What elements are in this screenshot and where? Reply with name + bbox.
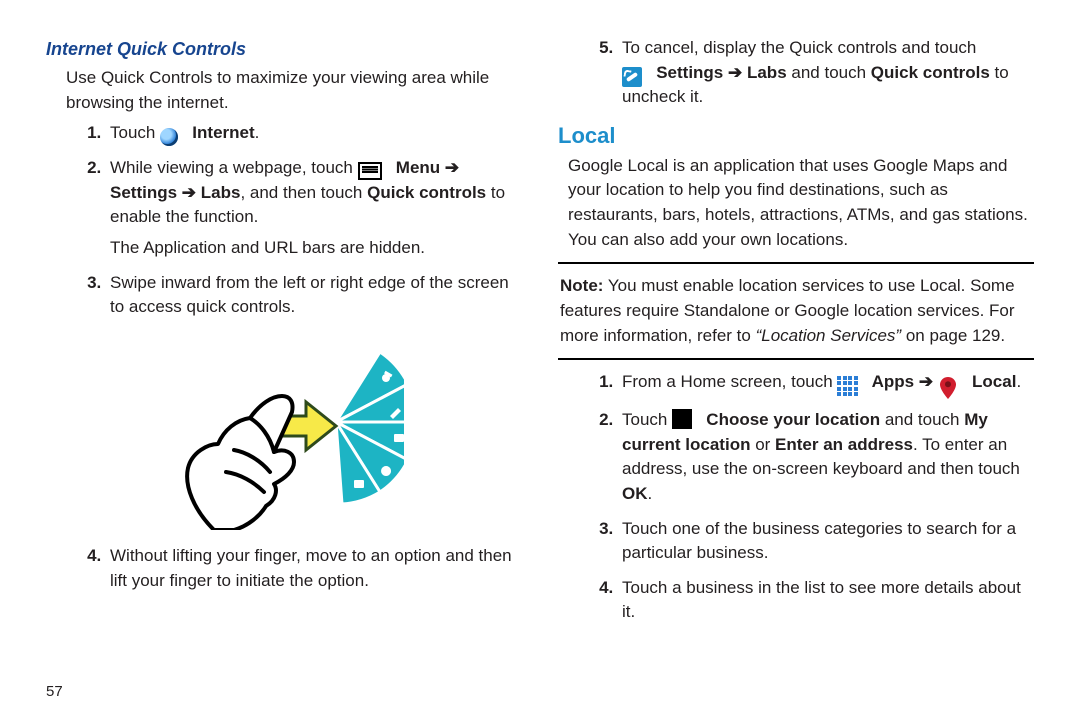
l1-arrow: ➔ <box>914 372 938 391</box>
globe-icon <box>160 128 178 146</box>
page-number: 57 <box>46 683 63 700</box>
wrench-icon <box>622 67 642 87</box>
step2-arrow2: ➔ <box>177 183 201 202</box>
l1-apps: Apps <box>872 372 915 391</box>
location-box-icon <box>672 409 692 429</box>
section-title-quick-controls: Internet Quick Controls <box>46 36 522 62</box>
l1-b: . <box>1016 372 1021 391</box>
menu-icon <box>358 162 382 180</box>
step-2: While viewing a webpage, touch Menu ➔ Se… <box>106 156 522 261</box>
manual-page: Internet Quick Controls Use Quick Contro… <box>0 0 1080 720</box>
step5-a: To cancel, display the Quick controls an… <box>622 38 976 57</box>
quick-controls-step5: To cancel, display the Quick controls an… <box>582 36 1034 110</box>
step2-qc: Quick controls <box>367 183 486 202</box>
note-label: Note: <box>560 276 603 295</box>
step2-a: While viewing a webpage, touch <box>110 158 358 177</box>
step1-text-a: Touch <box>110 123 160 142</box>
local-steps: From a Home screen, touch Apps ➔ Local. … <box>582 370 1034 625</box>
section-title-local: Local <box>558 120 1034 152</box>
quick-controls-steps-cont: Without lifting your finger, move to an … <box>70 544 522 593</box>
step-4: Without lifting your finger, move to an … <box>106 544 522 593</box>
quick-controls-intro: Use Quick Controls to maximize your view… <box>66 66 522 115</box>
step-3: Swipe inward from the left or right edge… <box>106 271 522 320</box>
step2-settings: Settings <box>110 183 177 202</box>
left-column: Internet Quick Controls Use Quick Contro… <box>28 36 540 700</box>
step5-settings: Settings <box>656 63 723 82</box>
local-intro: Google Local is an application that uses… <box>568 154 1034 253</box>
local-step-2: Touch Choose your location and touch My … <box>618 405 1034 507</box>
local-step-3: Touch one of the business categories to … <box>618 517 1034 566</box>
l2-e: or <box>750 435 775 454</box>
note-ref: “Location Services” <box>756 326 902 345</box>
l2-f: Enter an address <box>775 435 913 454</box>
gesture-illustration-icon <box>164 330 404 530</box>
quick-controls-steps: Touch Internet. While viewing a webpage,… <box>70 121 522 319</box>
step1-period: . <box>255 123 260 142</box>
l2-h: OK <box>622 484 648 503</box>
l1-a: From a Home screen, touch <box>622 372 837 391</box>
step2-b: , and then touch <box>240 183 367 202</box>
local-step-4: Touch a business in the list to see more… <box>618 576 1034 625</box>
step1-internet: Internet <box>192 123 254 142</box>
l2-i: . <box>648 484 653 503</box>
step-1: Touch Internet. <box>106 121 522 146</box>
l1-local: Local <box>972 372 1016 391</box>
divider-top <box>558 262 1034 264</box>
step5-arrow: ➔ <box>723 63 747 82</box>
local-step-1: From a Home screen, touch Apps ➔ Local. <box>618 370 1034 395</box>
apps-icon <box>837 376 857 396</box>
step5-labs: Labs <box>747 63 787 82</box>
l2-a: Touch <box>622 410 672 429</box>
right-column: To cancel, display the Quick controls an… <box>540 36 1052 700</box>
note-block: Note: You must enable location services … <box>558 274 1034 348</box>
step5-qc: Quick controls <box>871 63 990 82</box>
step2-d: The Application and URL bars are hidden. <box>110 236 522 261</box>
l2-c: and touch <box>880 410 964 429</box>
step-5: To cancel, display the Quick controls an… <box>618 36 1034 110</box>
step5-c: and touch <box>787 63 871 82</box>
l2-b: Choose your location <box>706 410 880 429</box>
quick-controls-figure <box>164 330 404 530</box>
note-body-b: on page 129. <box>901 326 1005 345</box>
divider-bottom <box>558 358 1034 360</box>
step2-labs: Labs <box>201 183 241 202</box>
step2-arrow1: ➔ <box>440 158 459 177</box>
step2-menu: Menu <box>396 158 440 177</box>
map-pin-icon <box>940 377 956 399</box>
